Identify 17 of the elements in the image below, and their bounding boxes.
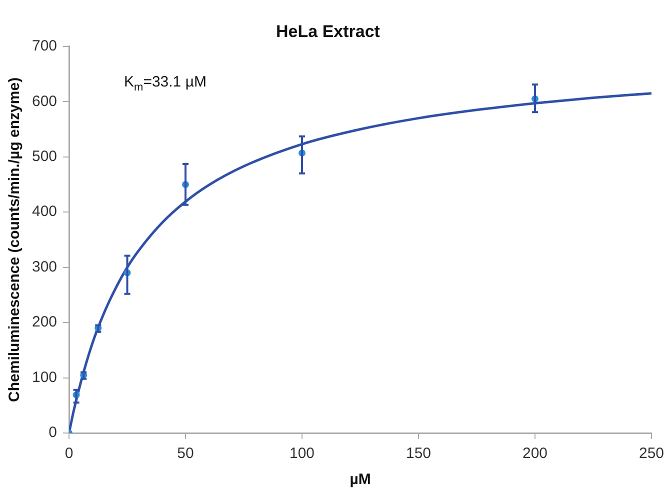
x-tick-label: 250 (638, 445, 664, 462)
y-tick-label: 300 (32, 258, 58, 276)
y-tick-label: 400 (32, 203, 58, 220)
y-tick-label: 600 (32, 92, 58, 110)
y-tick-label: 500 (32, 148, 58, 165)
y-axis-title: Chemiluminescence (counts/min./µg enzyme) (6, 77, 24, 402)
x-axis-title: µM (350, 471, 371, 488)
x-tick-label: 200 (522, 445, 548, 462)
y-tick-label: 200 (32, 314, 58, 331)
y-tick-label: 100 (32, 368, 58, 386)
x-tick-label: 100 (289, 445, 315, 462)
x-tick-label: 0 (64, 445, 74, 462)
x-tick-label: 50 (177, 445, 194, 462)
x-tick-label: 150 (406, 445, 432, 462)
y-tick-label: 0 (48, 424, 58, 442)
chart-title: HeLa Extract (276, 22, 380, 41)
y-tick-label: 700 (32, 38, 58, 55)
